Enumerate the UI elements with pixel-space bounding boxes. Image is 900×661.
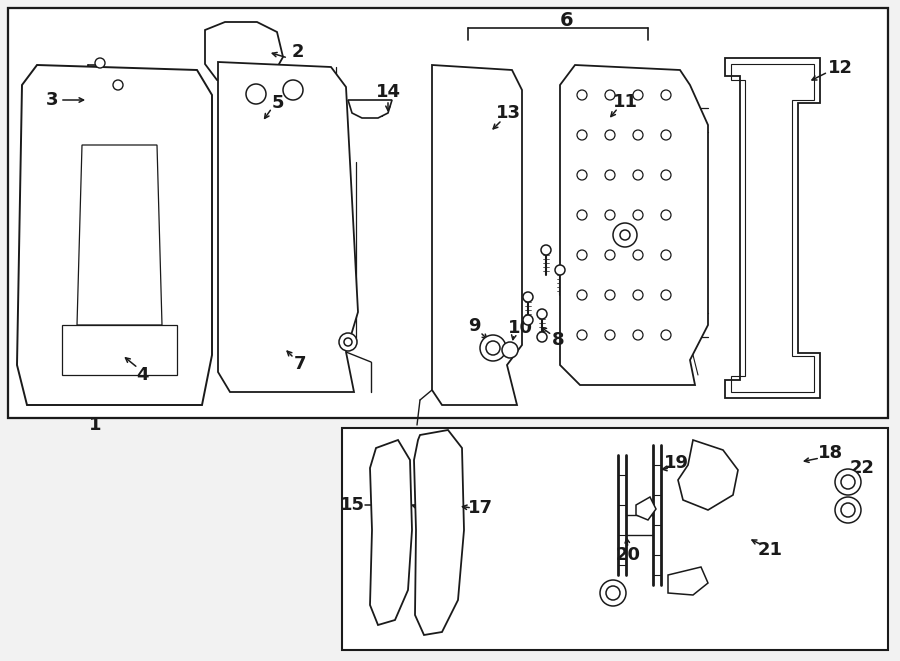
Text: 2: 2 (292, 43, 304, 61)
Circle shape (633, 330, 643, 340)
Circle shape (339, 333, 357, 351)
Text: 3: 3 (46, 91, 58, 109)
Circle shape (537, 309, 547, 319)
Circle shape (835, 497, 861, 523)
Circle shape (605, 170, 615, 180)
Polygon shape (636, 497, 656, 520)
Circle shape (633, 250, 643, 260)
Circle shape (661, 250, 671, 260)
Circle shape (577, 330, 587, 340)
Circle shape (605, 290, 615, 300)
Circle shape (620, 230, 630, 240)
Text: 13: 13 (496, 104, 520, 122)
Circle shape (577, 250, 587, 260)
Circle shape (577, 130, 587, 140)
Circle shape (95, 58, 105, 68)
Text: 7: 7 (293, 355, 306, 373)
Text: 10: 10 (508, 319, 533, 337)
Polygon shape (668, 567, 708, 595)
Circle shape (600, 580, 626, 606)
Bar (8, 8, 888, 418)
Circle shape (633, 290, 643, 300)
Polygon shape (218, 62, 358, 392)
Text: 8: 8 (552, 331, 564, 349)
Text: 19: 19 (663, 454, 688, 472)
Text: 12: 12 (827, 59, 852, 77)
Circle shape (613, 223, 637, 247)
Circle shape (605, 330, 615, 340)
Bar (8, 8, 888, 418)
Circle shape (486, 341, 500, 355)
Circle shape (633, 90, 643, 100)
Polygon shape (432, 65, 522, 405)
Circle shape (661, 90, 671, 100)
Circle shape (537, 332, 547, 342)
Circle shape (577, 290, 587, 300)
Text: 22: 22 (850, 459, 875, 477)
Polygon shape (348, 100, 392, 118)
Circle shape (605, 130, 615, 140)
Circle shape (113, 80, 123, 90)
Text: 15: 15 (339, 496, 365, 514)
Polygon shape (205, 22, 283, 84)
Text: 17: 17 (467, 499, 492, 517)
Circle shape (835, 469, 861, 495)
Circle shape (633, 170, 643, 180)
Polygon shape (414, 430, 464, 635)
Circle shape (541, 245, 551, 255)
Text: 16: 16 (418, 499, 443, 517)
Circle shape (344, 338, 352, 346)
Circle shape (661, 330, 671, 340)
Circle shape (605, 210, 615, 220)
Circle shape (633, 130, 643, 140)
Text: 5: 5 (272, 94, 284, 112)
Text: 1: 1 (89, 416, 101, 434)
Polygon shape (725, 58, 820, 398)
Circle shape (661, 130, 671, 140)
Circle shape (577, 90, 587, 100)
Polygon shape (560, 65, 708, 385)
Circle shape (661, 290, 671, 300)
Text: 11: 11 (613, 93, 637, 111)
Circle shape (577, 170, 587, 180)
Circle shape (502, 342, 518, 358)
Circle shape (480, 335, 506, 361)
Circle shape (606, 586, 620, 600)
Bar (8, 8, 888, 418)
Circle shape (246, 84, 266, 104)
Circle shape (841, 503, 855, 517)
Text: 18: 18 (817, 444, 842, 462)
Text: 20: 20 (616, 546, 641, 564)
Text: 21: 21 (758, 541, 782, 559)
Circle shape (555, 265, 565, 275)
Circle shape (577, 210, 587, 220)
Bar (342, 428, 888, 650)
Text: 9: 9 (468, 317, 481, 335)
Text: 4: 4 (136, 366, 149, 384)
Polygon shape (17, 65, 212, 405)
Circle shape (523, 315, 533, 325)
Circle shape (283, 80, 303, 100)
Circle shape (841, 475, 855, 489)
Circle shape (523, 292, 533, 302)
Polygon shape (370, 440, 412, 625)
Circle shape (661, 170, 671, 180)
Circle shape (633, 210, 643, 220)
Circle shape (661, 210, 671, 220)
Circle shape (605, 90, 615, 100)
Circle shape (605, 250, 615, 260)
Polygon shape (678, 440, 738, 510)
Text: 6: 6 (560, 11, 574, 30)
Text: 14: 14 (375, 83, 401, 101)
